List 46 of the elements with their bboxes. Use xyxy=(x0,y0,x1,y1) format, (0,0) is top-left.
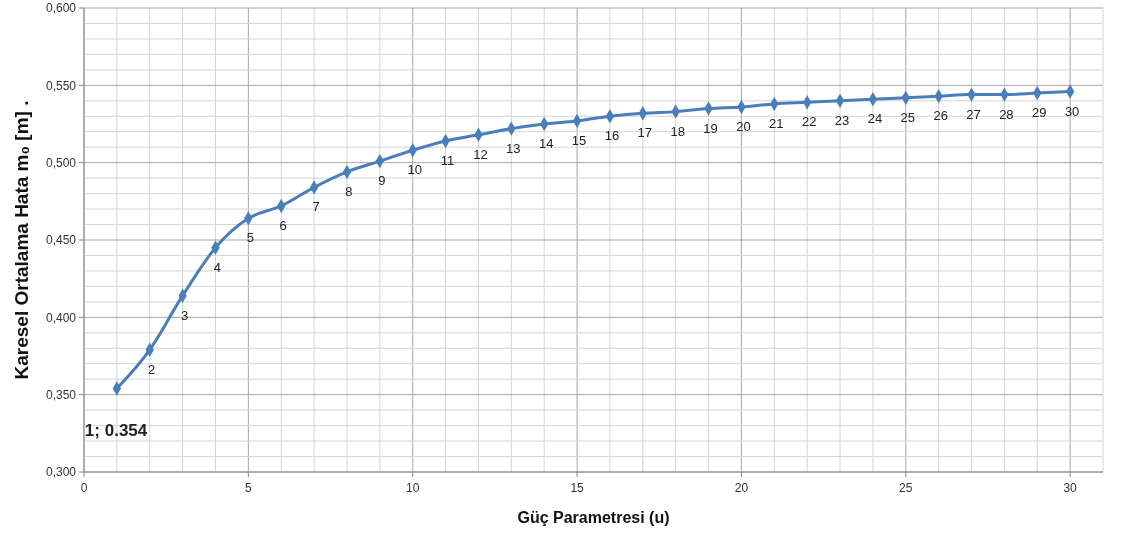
y-axis-title: Karesel Ortalama Hata m₀ [m] . xyxy=(11,100,32,380)
x-tick-label: 25 xyxy=(899,481,913,495)
x-axis-title: Güç Parametresi (u) xyxy=(517,509,670,526)
x-tick-label: 10 xyxy=(406,481,420,495)
annotation: 22 xyxy=(801,114,817,130)
annotation: 28 xyxy=(999,106,1014,122)
annotation: 30 xyxy=(1064,103,1080,119)
annotation: 18 xyxy=(670,123,685,139)
annotation: 20 xyxy=(736,118,751,134)
annotation: 14 xyxy=(538,136,554,151)
annotation: 16 xyxy=(604,128,620,144)
annotation: 15 xyxy=(571,132,587,148)
annotation: 27 xyxy=(966,106,981,122)
annotation: 3 xyxy=(181,307,189,323)
x-tick-label: 5 xyxy=(245,481,253,495)
annotation: 7 xyxy=(312,199,320,215)
y-tick-label: 0,300 xyxy=(45,465,77,480)
annotation: 17 xyxy=(637,125,653,141)
annotation: 21 xyxy=(769,115,784,131)
y-tick-label: 0,400 xyxy=(45,310,77,325)
x-tick-label: 30 xyxy=(1063,481,1078,495)
x-tick-label: 20 xyxy=(734,481,749,495)
annotation: 25 xyxy=(900,109,916,125)
y-tick-label: 0,550 xyxy=(45,78,77,93)
x-tick-label: 0 xyxy=(80,481,88,495)
annotation: 2 xyxy=(148,361,156,377)
annotation: 19 xyxy=(703,120,718,136)
annotation: 26 xyxy=(933,108,948,124)
y-tick-label: 0,600 xyxy=(45,1,77,16)
annotation: 12 xyxy=(473,146,488,162)
annotation: 4 xyxy=(213,259,222,275)
annotation: 11 xyxy=(440,153,455,169)
annotation: 10 xyxy=(407,162,422,178)
y-tick-label: 0,500 xyxy=(45,155,77,170)
annotation: 8 xyxy=(345,183,353,199)
y-tick-label: 0,350 xyxy=(45,387,77,402)
annotation: 6 xyxy=(279,217,287,233)
annotation: 9 xyxy=(378,173,386,189)
annotation: 13 xyxy=(506,140,521,156)
annotation: 5 xyxy=(246,230,254,246)
x-tick-label: 15 xyxy=(570,481,585,495)
annotation: 29 xyxy=(1032,105,1047,121)
annotation: 1; 0.354 xyxy=(84,421,148,441)
annotation: 23 xyxy=(834,112,850,128)
y-tick-label: 0,450 xyxy=(45,233,77,248)
annotation: 24 xyxy=(867,111,883,127)
